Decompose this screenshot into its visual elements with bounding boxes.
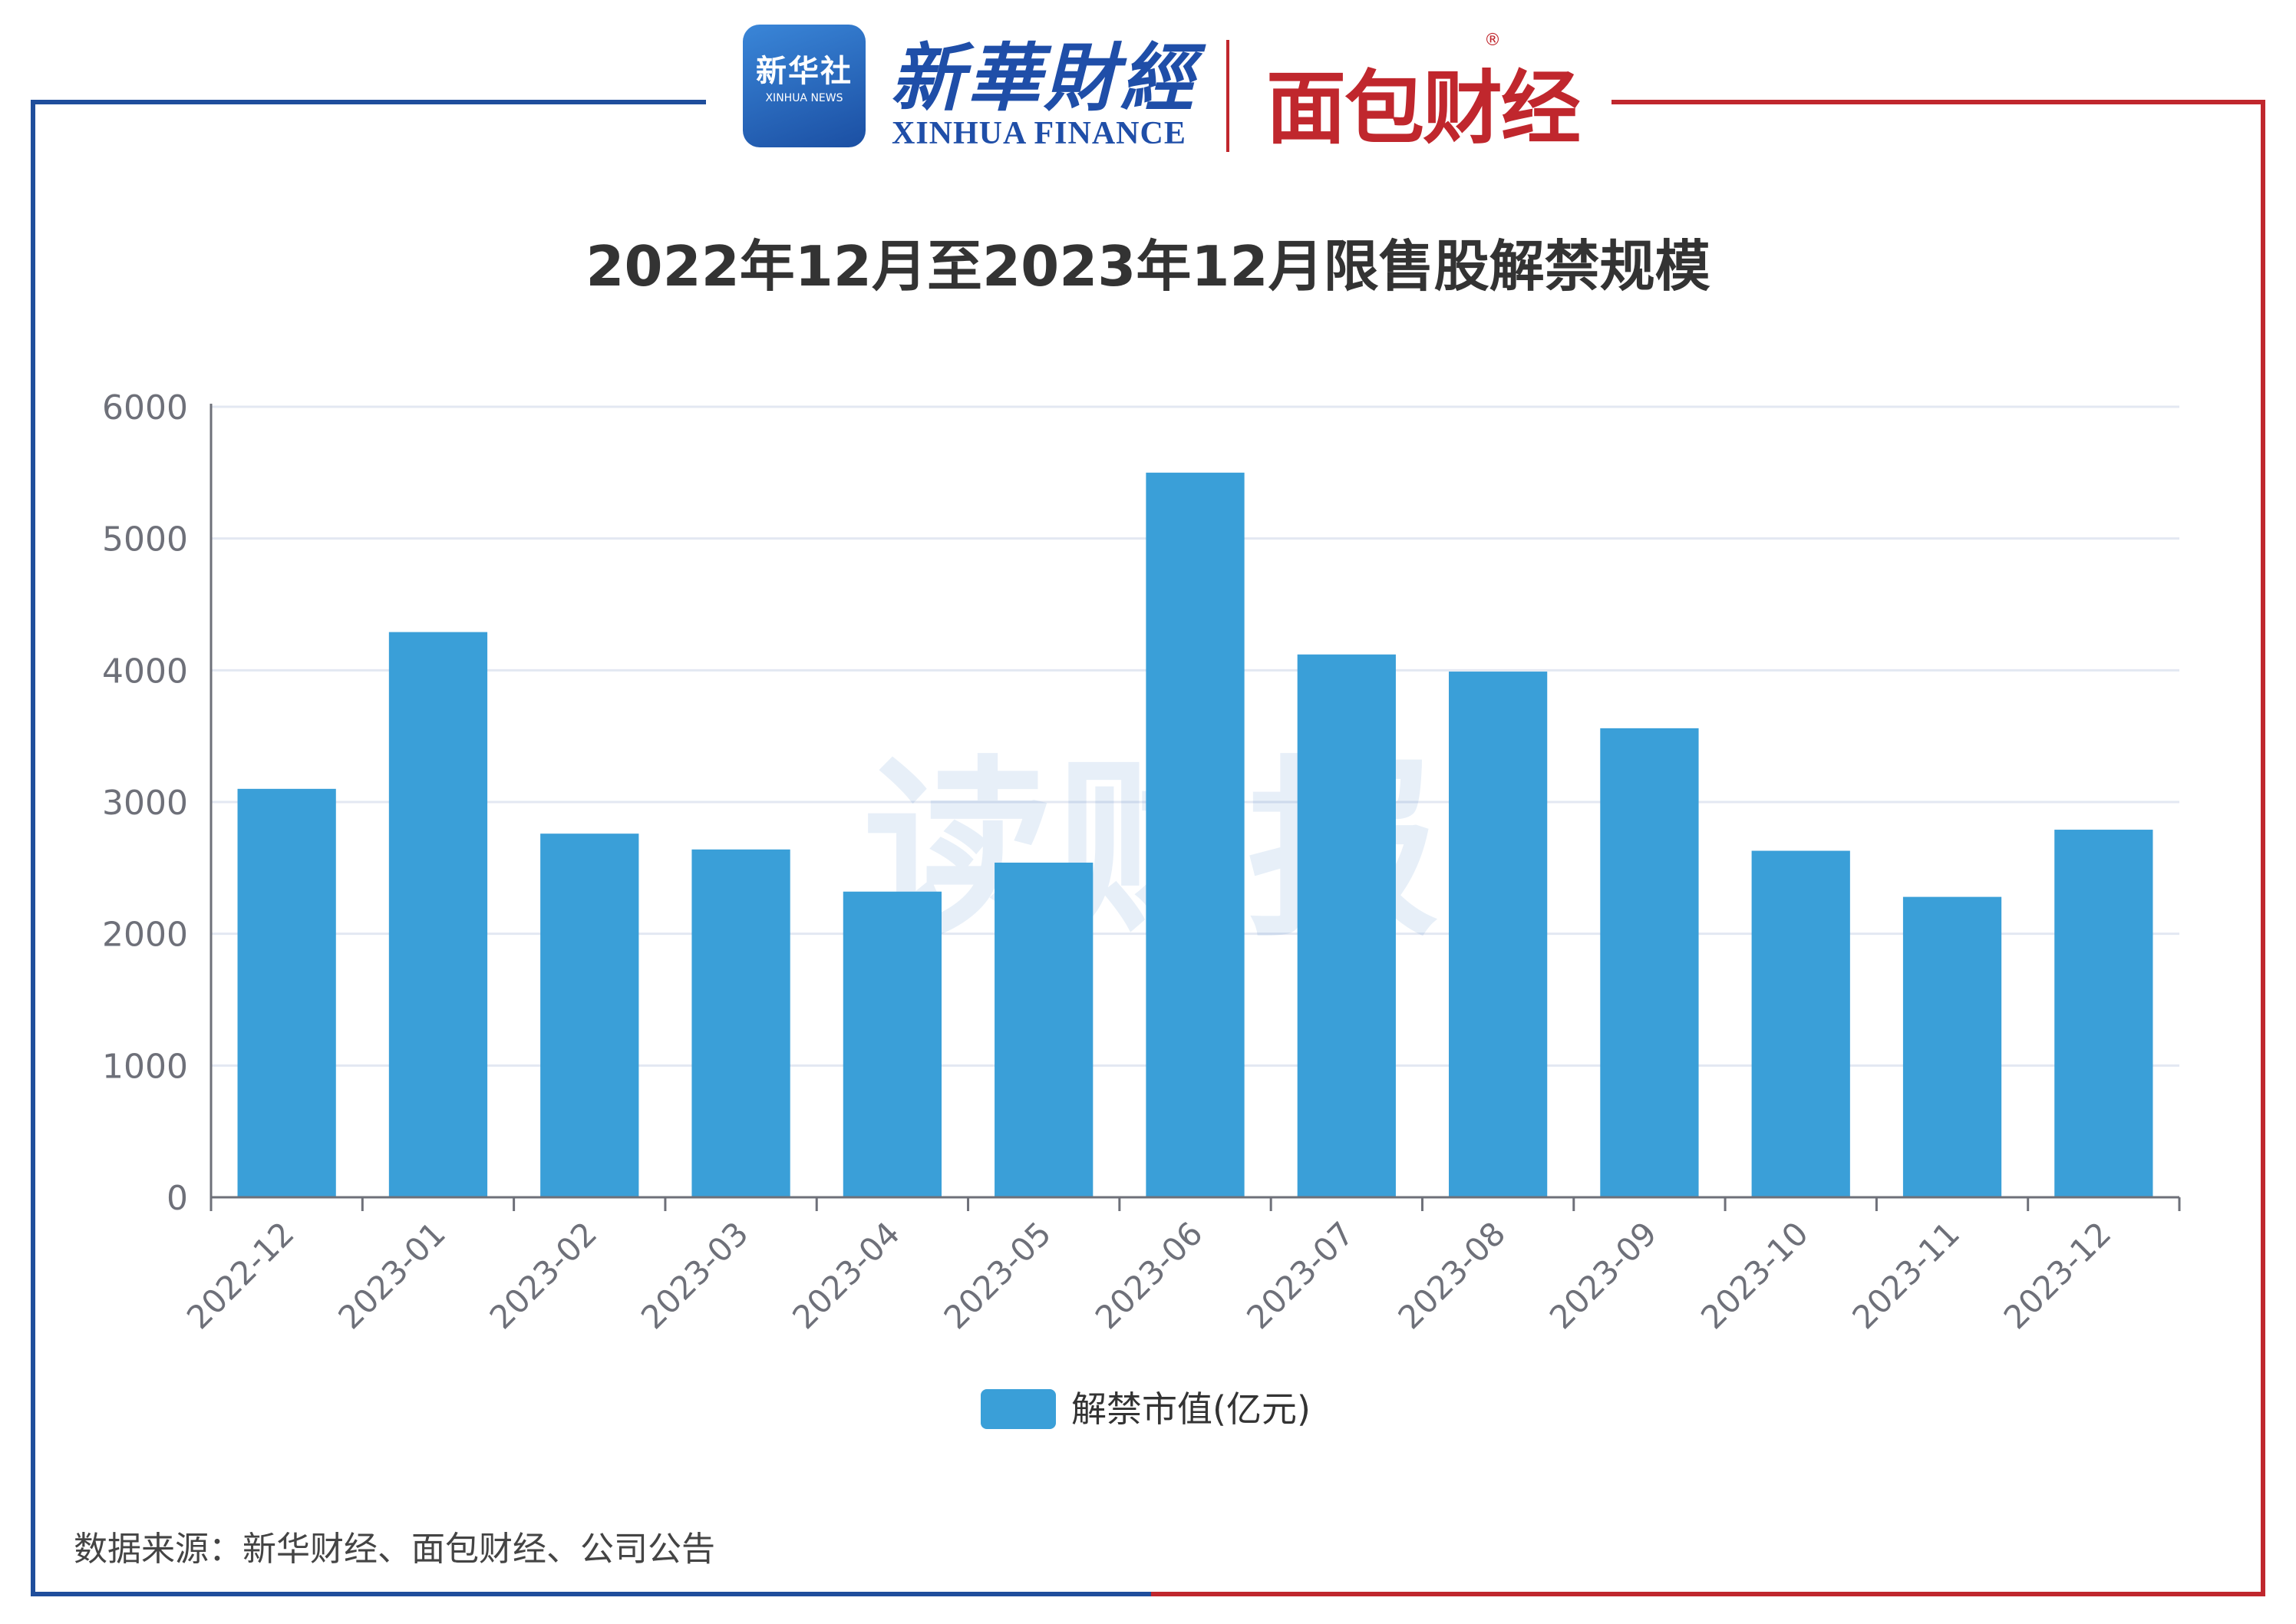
mianbao-finance-logo: 面包财经 — [1266, 61, 1581, 155]
legend-swatch — [981, 1389, 1056, 1429]
bar-2023-07[interactable] — [1297, 654, 1396, 1197]
bar-2023-08[interactable] — [1448, 672, 1548, 1197]
y-tick-label: 2000 — [102, 916, 188, 955]
chart-title: 2022年12月至2023年12月限售股解禁规模 — [586, 234, 1710, 299]
x-tick-label: 2023-05 — [937, 1214, 1059, 1336]
y-tick-label: 6000 — [102, 388, 188, 427]
bar-2023-01[interactable] — [388, 632, 488, 1197]
bar-2023-09[interactable] — [1600, 728, 1699, 1197]
y-tick-label: 1000 — [102, 1047, 188, 1086]
frame-top-left — [31, 100, 706, 104]
bar-2023-02[interactable] — [540, 833, 639, 1197]
y-tick-label: 4000 — [102, 652, 188, 691]
bar-2023-05[interactable] — [995, 862, 1094, 1197]
bar-2023-04[interactable] — [843, 891, 942, 1197]
x-tick-label: 2023-03 — [634, 1214, 756, 1336]
xinhua-finance-en: XINHUA FINANCE — [892, 116, 1186, 151]
xinhua-badge-en: XINHUA NEWS — [765, 92, 843, 104]
legend-label: 解禁市值(亿元) — [1071, 1388, 1311, 1430]
bar-2023-10[interactable] — [1751, 850, 1850, 1197]
x-tick-label: 2023-12 — [1997, 1214, 2119, 1336]
frame-left — [31, 100, 35, 1596]
x-tick-label: 2023-04 — [785, 1214, 907, 1336]
frame-bottom-right — [1151, 1592, 2265, 1596]
xinhua-badge-cn: 新华社 — [756, 54, 853, 89]
xinhua-news-logo: 新华社 XINHUA NEWS — [743, 25, 866, 147]
frame-bottom-left — [31, 1592, 1151, 1596]
y-tick-label: 5000 — [102, 520, 188, 559]
x-tick-label: 2022-12 — [180, 1214, 302, 1336]
legend[interactable]: 解禁市值(亿元) — [981, 1388, 1311, 1430]
x-tick-label: 2023-07 — [1239, 1214, 1361, 1336]
xinhua-finance-logo: 新華財經 — [890, 35, 1197, 121]
bar-2023-11[interactable] — [1902, 896, 2002, 1197]
x-tick-label: 2023-01 — [331, 1214, 453, 1336]
frame-right — [2261, 100, 2265, 1596]
x-tick-label: 2023-08 — [1390, 1214, 1513, 1336]
x-tick-label: 2023-11 — [1845, 1214, 1967, 1336]
registered-mark: ® — [1484, 31, 1501, 50]
logo-divider — [1226, 40, 1229, 152]
bar-2023-06[interactable] — [1146, 472, 1245, 1197]
frame-top-right — [1604, 100, 2265, 104]
logo-bar — [737, 15, 1611, 161]
y-tick-label: 0 — [167, 1179, 188, 1218]
x-tick-label: 2023-09 — [1542, 1214, 1664, 1336]
data-source-note: 数据来源：新华财经、面包财经、公司公告 — [74, 1530, 715, 1569]
x-tick-label: 2023-02 — [483, 1214, 605, 1336]
bar-2023-12[interactable] — [2054, 830, 2153, 1197]
x-tick-label: 2023-10 — [1694, 1214, 1816, 1336]
x-tick-label: 2023-06 — [1088, 1214, 1210, 1336]
bar-2023-03[interactable] — [691, 849, 790, 1197]
bars — [237, 472, 2153, 1197]
y-tick-label: 3000 — [102, 784, 188, 823]
bar-2022-12[interactable] — [237, 788, 336, 1197]
